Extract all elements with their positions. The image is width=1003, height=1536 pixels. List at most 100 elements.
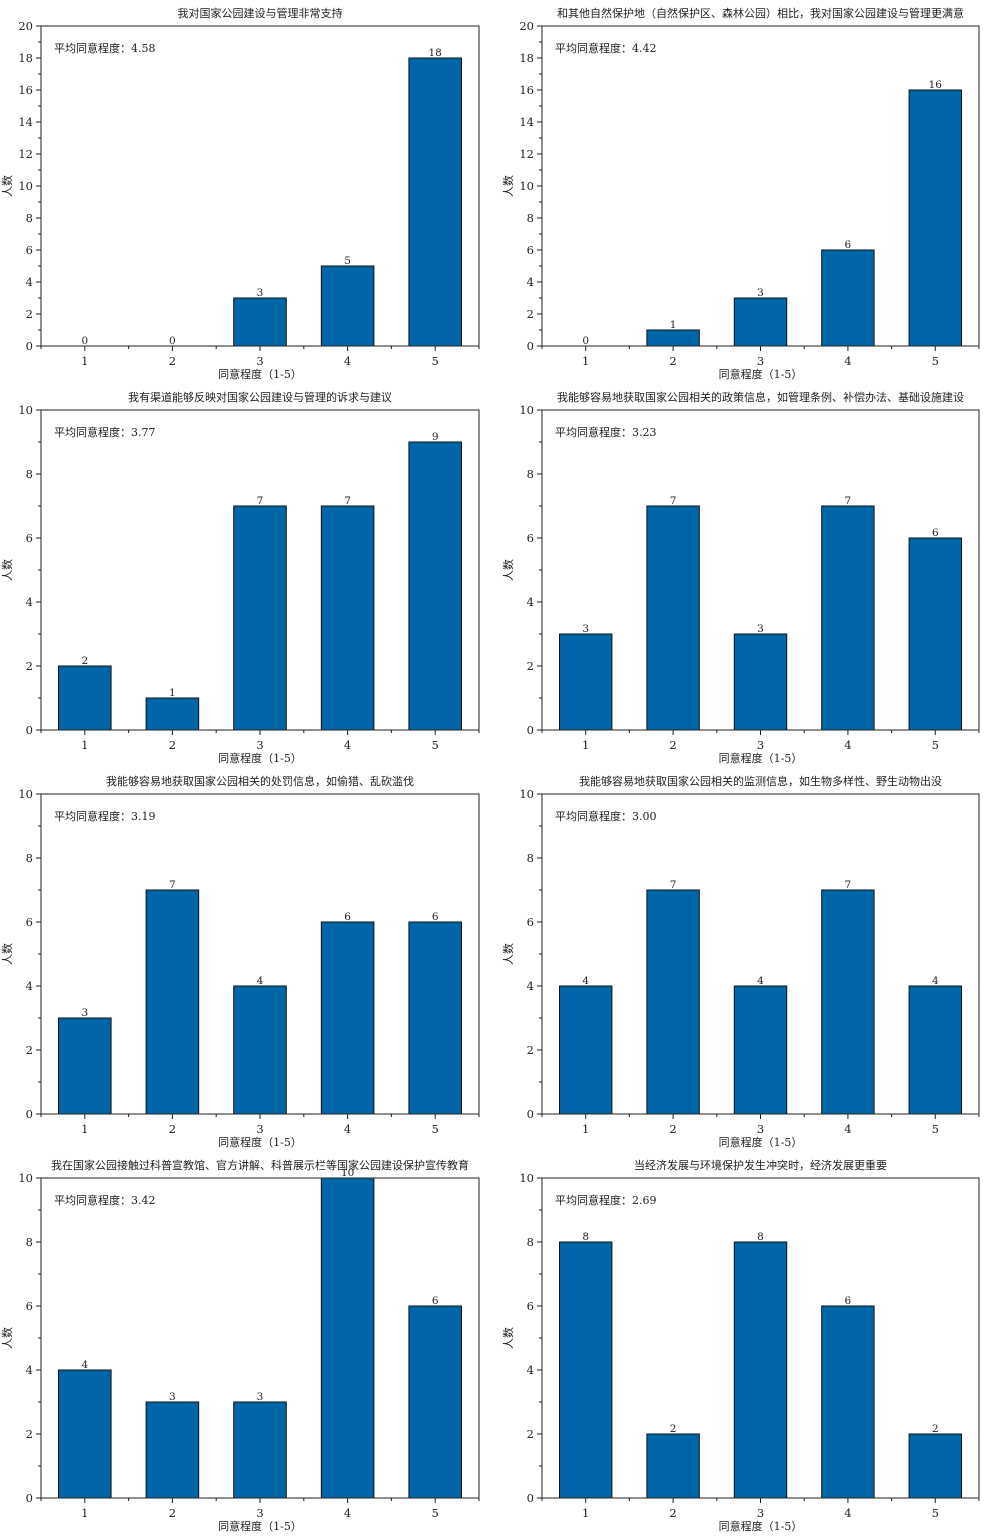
x-tick-label: 1: [582, 354, 589, 368]
chart-panel: 我能够容易地获取国家公园相关的政策信息，如管理条例、补偿办法、基础设施建设 3 7 3…: [502, 390, 980, 765]
bar-value-label: 7: [169, 879, 176, 891]
y-tick-label: 18: [519, 51, 534, 65]
y-axis-label: 人数: [502, 1327, 515, 1349]
mean-annotation: 平均同意程度：3.19: [54, 809, 156, 823]
x-tick-label: 4: [844, 1122, 851, 1136]
x-tick-label: 4: [344, 738, 351, 752]
y-tick-label: 0: [527, 339, 534, 353]
y-tick-label: 8: [26, 467, 33, 481]
chart-title: 我能够容易地获取国家公园相关的监测信息，如生物多样性、野生动物出没: [579, 774, 942, 788]
bar: [821, 889, 875, 1115]
y-tick-label: 14: [18, 115, 33, 129]
chart-title: 我在国家公园接触过科普宣教馆、官方讲解、科普展示栏等国家公园建设保护宣传教育: [51, 1158, 469, 1172]
y-tick-label: 6: [26, 915, 33, 929]
bar: [145, 889, 200, 1115]
bar-value-label: 16: [929, 79, 943, 91]
bar-value-label: 0: [169, 335, 176, 347]
y-tick-label: 10: [18, 1171, 33, 1185]
y-tick-label: 6: [527, 915, 534, 929]
bar-value-label: 3: [757, 623, 764, 635]
y-axis-label: 人数: [502, 175, 515, 197]
y-tick-label: 20: [519, 19, 534, 33]
x-axis-label: 同意程度（1-5）: [218, 1519, 302, 1533]
bar: [320, 921, 375, 1115]
y-tick-label: 10: [18, 787, 33, 801]
bar: [558, 1241, 613, 1499]
bar: [408, 441, 462, 731]
bar-value-label: 2: [932, 1423, 939, 1435]
x-tick-label: 5: [432, 1506, 439, 1520]
y-tick-label: 12: [519, 147, 534, 161]
bar-value-label: 3: [757, 287, 764, 299]
x-tick-label: 5: [432, 738, 439, 752]
bar: [145, 697, 200, 731]
bar-value-label: 18: [429, 47, 442, 59]
mean-annotation: 平均同意程度：3.77: [54, 425, 156, 439]
x-axis-label: 同意程度（1-5）: [719, 367, 803, 381]
bar-value-label: 7: [257, 495, 264, 507]
x-tick-label: 3: [757, 1506, 764, 1520]
bar-value-label: 9: [432, 431, 439, 443]
x-tick-label: 3: [757, 1122, 764, 1136]
y-axis-label: 人数: [1, 175, 14, 197]
x-tick-label: 2: [169, 1506, 176, 1520]
bar-value-label: 2: [670, 1423, 677, 1435]
bar: [733, 985, 788, 1115]
bar-value-label: 7: [670, 495, 677, 507]
chart-title: 我有渠道能够反映对国家公园建设与管理的诉求与建议: [128, 390, 392, 404]
x-tick-label: 1: [81, 738, 88, 752]
bar-value-label: 1: [670, 319, 677, 331]
y-tick-label: 16: [18, 83, 33, 97]
bar-value-label: 4: [932, 975, 939, 987]
y-tick-label: 8: [527, 211, 534, 225]
bar-value-label: 3: [257, 1391, 264, 1403]
bar: [233, 1401, 287, 1499]
x-axis-label: 同意程度（1-5）: [719, 1519, 803, 1533]
bar-value-label: 0: [81, 335, 88, 347]
chart-title: 我能够容易地获取国家公园相关的政策信息，如管理条例、补偿办法、基础设施建设: [557, 390, 964, 404]
x-axis-label: 同意程度（1-5）: [218, 367, 302, 381]
x-tick-label: 4: [344, 1506, 351, 1520]
bar: [233, 505, 287, 731]
x-tick-label: 1: [582, 1506, 589, 1520]
chart-title: 我能够容易地获取国家公园相关的处罚信息，如偷猎、乱砍滥伐: [106, 774, 414, 788]
bar-value-label: 7: [845, 495, 852, 507]
x-tick-label: 2: [669, 354, 676, 368]
x-tick-label: 5: [932, 354, 939, 368]
x-tick-label: 5: [432, 1122, 439, 1136]
bar-value-label: 2: [81, 655, 88, 667]
bar-value-label: 6: [432, 911, 439, 923]
x-tick-label: 5: [932, 1506, 939, 1520]
bar: [233, 297, 287, 347]
y-axis-label: 人数: [1, 1327, 14, 1349]
bar-value-label: 3: [582, 623, 589, 635]
y-tick-label: 6: [527, 243, 534, 257]
bar-value-label: 3: [169, 1391, 176, 1403]
bar: [320, 265, 375, 347]
y-axis-label: 人数: [502, 943, 515, 965]
chart-panel: 我在国家公园接触过科普宣教馆、官方讲解、科普展示栏等国家公园建设保护宣传教育 4 3…: [1, 1158, 480, 1533]
bar: [733, 297, 788, 347]
bar: [58, 1017, 112, 1115]
bar: [821, 249, 875, 347]
y-tick-label: 6: [527, 531, 534, 545]
y-tick-label: 12: [18, 147, 33, 161]
x-axis-label: 同意程度（1-5）: [218, 751, 302, 765]
bar: [733, 633, 788, 731]
y-tick-label: 8: [26, 851, 33, 865]
y-tick-label: 0: [527, 1491, 534, 1505]
chart-panel: 我能够容易地获取国家公园相关的监测信息，如生物多样性、野生动物出没 4 7 4 7 4 0 2…: [502, 774, 980, 1149]
bar: [908, 89, 963, 347]
bar-value-label: 10: [341, 1167, 354, 1179]
bar-value-label: 1: [169, 687, 176, 699]
bar-value-label: 6: [932, 527, 939, 539]
y-tick-label: 6: [527, 1299, 534, 1313]
bar: [908, 1433, 963, 1499]
y-tick-label: 2: [527, 1043, 534, 1057]
bar: [408, 1305, 462, 1499]
bar-value-label: 4: [257, 975, 264, 987]
bar: [733, 1241, 788, 1499]
bar: [646, 889, 700, 1115]
x-tick-label: 1: [582, 738, 589, 752]
